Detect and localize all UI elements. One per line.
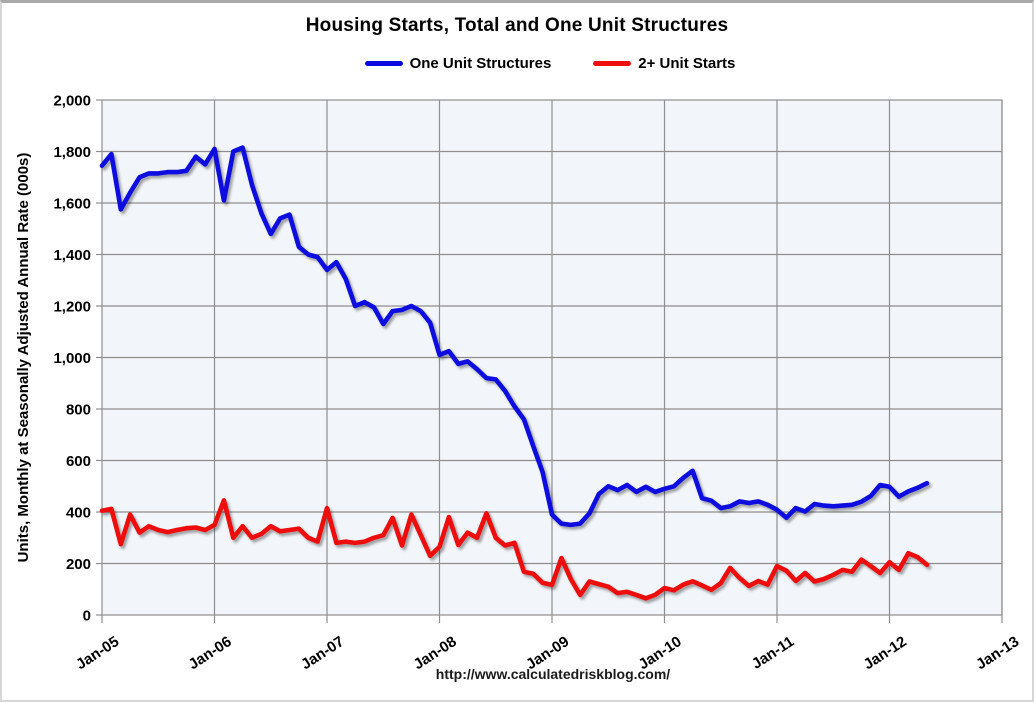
y-tick-label: 400 xyxy=(66,505,91,522)
y-tick-label: 800 xyxy=(66,402,91,419)
y-tick-label: 1,200 xyxy=(53,299,91,316)
two-plus-unit-starts-line xyxy=(99,498,930,601)
y-tick-label: 1,400 xyxy=(53,247,91,264)
y-tick-label: 200 xyxy=(66,556,91,573)
footer-url: http://www.calculatedriskblog.com/ xyxy=(435,666,671,682)
y-axis-tick-labels: 0 200 400 600 800 1,000 1,200 1,400 1,600 1,800 2,… xyxy=(53,93,91,625)
y-tick-label: 1,600 xyxy=(53,196,91,213)
y-tick-label: 1,000 xyxy=(53,350,91,367)
plot-border xyxy=(101,99,1003,616)
y-axis-title: Units, Monthly at Seasonally Adjusted An… xyxy=(15,153,32,563)
axis-ticks xyxy=(96,99,1003,623)
legend-label-one-unit: One Unit Structures xyxy=(409,55,552,72)
one-unit-structures-line xyxy=(99,145,930,528)
one-unit-line-swatch xyxy=(364,61,403,66)
y-tick-label: 600 xyxy=(66,453,91,470)
legend-label-two-plus: 2+ Unit Starts xyxy=(638,55,736,72)
y-tick-label: 0 xyxy=(83,608,91,625)
data-series xyxy=(99,145,930,601)
page-title: Housing Starts, Total and One Unit Struc… xyxy=(305,15,729,36)
chart-canvas: 0 200 400 600 800 1,000 1,200 1,400 1,600 1,800 2,… xyxy=(15,93,1022,674)
legend-item-one-unit: One Unit Structures xyxy=(364,55,552,72)
legend-item-two-plus: 2+ Unit Starts xyxy=(593,55,735,72)
y-tick-label: 2,000 xyxy=(53,93,91,110)
y-tick-label: 1,800 xyxy=(53,144,91,161)
two-plus-line-swatch xyxy=(593,61,632,66)
legend: One Unit Structures 2+ Unit Starts xyxy=(2,55,1032,72)
